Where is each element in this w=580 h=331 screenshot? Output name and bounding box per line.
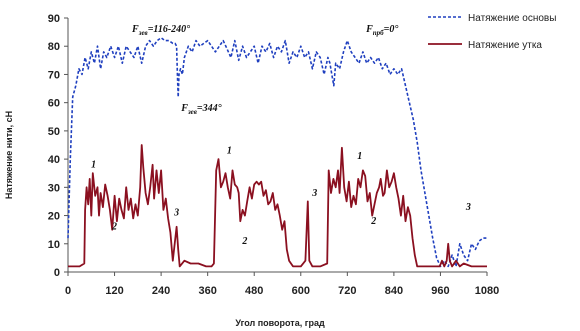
legend-label-warp: Натяжение основы bbox=[468, 13, 556, 24]
series-line-warp bbox=[67, 37, 487, 268]
x-tick-label: 120 bbox=[105, 285, 123, 297]
chart-annotation: 3 bbox=[173, 208, 179, 219]
series-line-weft bbox=[68, 144, 487, 268]
x-tick-label: 0 bbox=[65, 285, 71, 297]
y-tick-label: 20 bbox=[48, 211, 60, 223]
y-axis-title: Натяжение нити, сН bbox=[4, 111, 14, 199]
y-tick-label: 40 bbox=[48, 154, 60, 166]
x-tick-label: 360 bbox=[198, 285, 216, 297]
chart-annotation: 1 bbox=[91, 160, 96, 171]
y-tick-label: 10 bbox=[48, 239, 60, 251]
x-tick-label: 600 bbox=[292, 285, 310, 297]
y-tick-label: 90 bbox=[48, 13, 60, 25]
x-axis-title: Угол поворота, град bbox=[235, 318, 325, 328]
chart-annotation: 2 bbox=[111, 222, 117, 233]
x-tick-label: 480 bbox=[245, 285, 263, 297]
y-tick-label: 30 bbox=[48, 182, 60, 194]
x-tick-label: 720 bbox=[338, 285, 356, 297]
chart-annotation: Fзев=344° bbox=[180, 103, 221, 116]
y-tick-label: 80 bbox=[48, 41, 60, 53]
y-tick-label: 50 bbox=[48, 126, 60, 138]
legend-label-weft: Натяжение утка bbox=[468, 40, 542, 51]
legend: Натяжение основы Натяжение утка bbox=[428, 13, 556, 51]
chart-annotation: 1 bbox=[227, 145, 232, 156]
chart-annotation: Fпрб=0° bbox=[365, 24, 398, 37]
y-tick-label: 70 bbox=[48, 69, 60, 81]
chart-annotation: Fзев=116-240° bbox=[131, 24, 190, 37]
x-tick-label: 1080 bbox=[475, 285, 499, 297]
y-tick-label: 60 bbox=[48, 98, 60, 110]
chart-annotation: 1 bbox=[357, 151, 362, 162]
y-tick-label: 0 bbox=[54, 267, 60, 279]
chart-annotation: 3 bbox=[311, 188, 317, 199]
x-tick-label: 960 bbox=[431, 285, 449, 297]
chart-annotation: 2 bbox=[370, 216, 376, 227]
chart-annotation: 2 bbox=[241, 236, 247, 247]
x-tick-label: 240 bbox=[152, 285, 170, 297]
x-tick-label: 840 bbox=[385, 285, 403, 297]
chart-annotation: 3 bbox=[465, 202, 471, 213]
